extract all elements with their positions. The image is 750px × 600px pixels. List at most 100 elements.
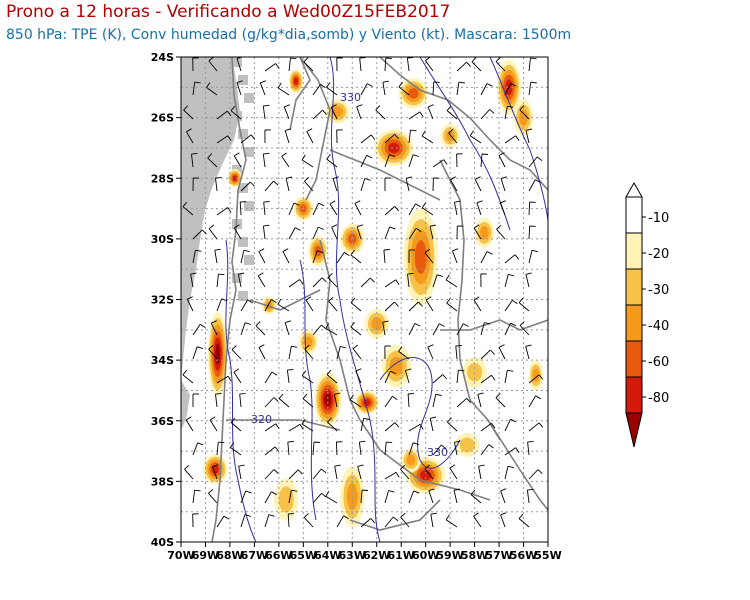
wind-barb-staff bbox=[263, 202, 266, 216]
wind-barb-feather bbox=[250, 181, 255, 187]
wind-barb-staff bbox=[406, 58, 410, 72]
wind-barb-staff bbox=[325, 328, 338, 336]
wind-barb-staff bbox=[408, 111, 421, 120]
wind-barb-staff bbox=[327, 421, 338, 432]
wind-barb-staff bbox=[504, 323, 511, 336]
wind-barb-staff bbox=[432, 81, 435, 96]
wind-barb-feather bbox=[303, 57, 309, 63]
lon-tick-label: 56W bbox=[510, 549, 537, 562]
wind-barb-staff bbox=[326, 374, 338, 384]
mask-cell bbox=[232, 273, 242, 283]
wind-barb-feather bbox=[445, 514, 450, 521]
wind-barb-feather bbox=[255, 321, 261, 327]
wind-barb-staff bbox=[336, 346, 341, 360]
wind-barb-staff bbox=[326, 86, 338, 96]
wind-barb-feather bbox=[182, 201, 188, 207]
wind-barb-staff bbox=[215, 394, 218, 408]
mask-cell bbox=[238, 129, 248, 139]
wind-barb-feather bbox=[212, 464, 219, 468]
wind-barb-staff bbox=[384, 57, 387, 72]
wind-barb-staff bbox=[264, 397, 275, 408]
wind-barb-staff bbox=[504, 300, 513, 312]
wind-barb-feather bbox=[206, 82, 211, 88]
wind-barb-feather bbox=[354, 200, 361, 204]
lat-tick-label: 28S bbox=[151, 172, 174, 185]
wind-barb-staff bbox=[240, 250, 245, 264]
wind-barb-staff bbox=[384, 516, 394, 528]
wind-barb-feather bbox=[208, 57, 214, 62]
wind-barb-staff bbox=[447, 421, 458, 432]
wind-barb-staff bbox=[456, 397, 468, 408]
wind-barb-feather bbox=[446, 105, 452, 111]
wind-barb-staff bbox=[428, 490, 434, 504]
wind-barb-staff bbox=[480, 322, 485, 336]
epv-contours: 330 320 330 bbox=[225, 57, 548, 542]
wind-barb-staff bbox=[334, 466, 338, 480]
wind-barb-staff bbox=[528, 179, 536, 192]
border-line bbox=[319, 239, 361, 421]
wind-barb-feather bbox=[383, 249, 390, 251]
wind-barb-feather bbox=[419, 424, 424, 430]
wind-barb-feather bbox=[421, 130, 426, 137]
wind-barb-staff bbox=[277, 87, 290, 96]
contour-label: 330 bbox=[427, 446, 448, 459]
wind-barb-feather bbox=[287, 368, 294, 371]
wind-barb-staff bbox=[330, 107, 338, 120]
wind-barb-feather bbox=[230, 105, 236, 111]
convergence-blob bbox=[303, 336, 313, 348]
wind-barb-staff bbox=[288, 227, 296, 240]
wind-barb-staff bbox=[216, 135, 229, 144]
wind-barb-staff bbox=[504, 254, 516, 264]
wind-barb-staff bbox=[350, 302, 362, 312]
wind-barb-staff bbox=[216, 375, 229, 384]
wind-barb-staff bbox=[526, 490, 530, 504]
mask-cell bbox=[238, 75, 248, 85]
wind-barb-feather bbox=[471, 57, 477, 63]
wind-barb-staff bbox=[384, 206, 396, 216]
wind-barb-feather bbox=[218, 273, 225, 276]
wind-barb-staff bbox=[192, 323, 201, 336]
wind-barb-staff bbox=[471, 61, 482, 72]
wind-barb-staff bbox=[480, 422, 492, 432]
wind-barb-staff bbox=[303, 517, 314, 528]
wind-barb-staff bbox=[277, 303, 290, 312]
wind-barb-staff bbox=[350, 254, 362, 264]
wind-barb-feather bbox=[350, 297, 356, 303]
wind-barb-feather bbox=[435, 393, 442, 396]
wind-barb-staff bbox=[528, 225, 531, 240]
wind-barb-staff bbox=[255, 325, 266, 336]
wind-barb-feather bbox=[407, 57, 414, 59]
wind-barb-staff bbox=[452, 250, 458, 264]
wind-barb-feather bbox=[357, 224, 364, 228]
wind-barb-feather bbox=[263, 201, 270, 203]
wind-barb-feather bbox=[332, 176, 340, 180]
wind-barb-staff bbox=[383, 249, 386, 264]
lat-lon-grid bbox=[181, 57, 548, 542]
wind-barb-feather bbox=[236, 80, 243, 84]
wind-barb-staff bbox=[215, 178, 218, 192]
wind-barb-feather bbox=[182, 369, 188, 376]
wind-barb-feather bbox=[299, 424, 304, 430]
wind-barb-staff bbox=[191, 154, 194, 168]
mask-cell bbox=[244, 93, 254, 103]
wind-barb-staff bbox=[429, 226, 434, 240]
border-line bbox=[349, 499, 441, 531]
wind-barb-feather bbox=[184, 464, 190, 470]
wind-barb-staff bbox=[312, 277, 323, 288]
wind-barb-feather bbox=[448, 128, 454, 134]
wind-barb-staff bbox=[281, 155, 290, 168]
wind-barb-feather bbox=[437, 274, 444, 278]
wind-barb-staff bbox=[312, 203, 319, 216]
wind-barb-staff bbox=[288, 58, 291, 72]
wind-barb-staff bbox=[208, 228, 218, 240]
wind-barb-staff bbox=[206, 87, 218, 96]
wind-barb-staff bbox=[360, 489, 363, 504]
wind-barb-feather bbox=[413, 490, 420, 494]
wind-barb-feather bbox=[455, 345, 462, 347]
wind-barb-feather bbox=[518, 297, 524, 303]
wind-barb-staff bbox=[359, 58, 362, 72]
wind-barb-staff bbox=[257, 275, 266, 288]
wind-barb-feather bbox=[510, 322, 517, 327]
wind-barb-feather bbox=[191, 152, 198, 155]
wind-barb-feather bbox=[245, 490, 252, 494]
